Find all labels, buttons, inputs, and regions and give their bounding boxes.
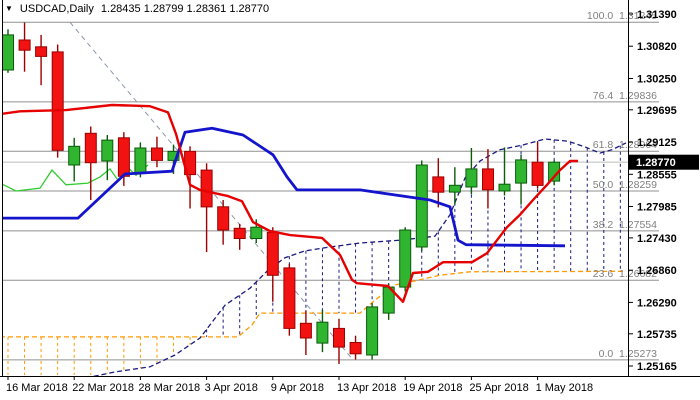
candle-24-apr <box>448 167 461 205</box>
candle-29-mar <box>151 136 163 168</box>
candle-19-mar <box>18 22 31 72</box>
tenkan-sen-line <box>2 103 578 303</box>
svg-text:1.25735: 1.25735 <box>637 329 677 341</box>
current-price-tag: 1.28770 <box>629 154 699 170</box>
svg-text:1.30250: 1.30250 <box>637 74 677 86</box>
svg-text:1.26860: 1.26860 <box>637 265 677 277</box>
svg-text:1.28770: 1.28770 <box>636 157 676 169</box>
svg-text:1.27985: 1.27985 <box>637 202 677 214</box>
symbol-period-label: USDCAD,Daily <box>19 3 94 15</box>
candle-25-apr <box>465 148 478 195</box>
candle-19-apr <box>399 227 412 292</box>
candle-4-apr <box>217 200 230 245</box>
plot-border <box>0 0 700 377</box>
svg-text:1.28555: 1.28555 <box>637 169 677 181</box>
svg-text:50.0 1.28259: 50.0 1.28259 <box>593 179 657 191</box>
svg-text:9 Apr 2018: 9 Apr 2018 <box>271 382 324 394</box>
chart-title: ▼ USDCAD,Daily 1.28435 1.28799 1.28361 1… <box>5 3 269 15</box>
candle-12-apr <box>316 309 329 353</box>
svg-text:22 Mar 2018: 22 Mar 2018 <box>72 382 134 394</box>
candle-10-apr <box>283 263 296 336</box>
candle-23-mar <box>84 126 97 200</box>
svg-text:1 May 2018: 1 May 2018 <box>536 382 593 394</box>
candle-23-apr <box>432 158 445 208</box>
kijun-sen-line <box>2 126 566 248</box>
svg-text:1.30820: 1.30820 <box>637 41 677 53</box>
candle-5-apr <box>233 223 246 250</box>
symbol-dropdown-icon[interactable]: ▼ <box>5 4 13 13</box>
svg-text:1.29695: 1.29695 <box>637 105 677 117</box>
svg-text:1.27430: 1.27430 <box>637 233 677 245</box>
svg-text:25 Apr 2018: 25 Apr 2018 <box>469 382 528 394</box>
candle-22-mar <box>68 137 81 182</box>
svg-text:38.2 1.27554: 38.2 1.27554 <box>593 219 657 231</box>
candle-16-apr <box>349 335 362 360</box>
senkou-span-a-line <box>92 138 627 376</box>
candle-21-mar <box>51 44 64 158</box>
svg-text:1.31390: 1.31390 <box>637 9 677 21</box>
candle-20-mar <box>35 34 48 86</box>
svg-text:0.0 1.25273: 0.0 1.25273 <box>599 348 658 360</box>
fibonacci-labels: 100.0 1.31245 76.4 1.29836 61.8 1.28964 50.… <box>587 10 657 360</box>
svg-text:1.26290: 1.26290 <box>637 297 677 309</box>
ohlc-readout: 1.28435 1.28799 1.28361 1.28770 <box>100 3 270 15</box>
svg-text:1.25165: 1.25165 <box>637 361 677 373</box>
candle-26-apr <box>482 149 494 209</box>
candle-20-apr <box>415 160 428 251</box>
svg-text:28 Mar 2018: 28 Mar 2018 <box>138 382 200 394</box>
svg-text:23.6 1.26682: 23.6 1.26682 <box>593 268 657 280</box>
candle-30-apr <box>515 154 528 205</box>
candle-11-apr <box>299 310 312 355</box>
svg-text:100.0 1.31245: 100.0 1.31245 <box>587 10 657 22</box>
candle-1-may <box>531 141 544 189</box>
svg-text:61.8 1.28964: 61.8 1.28964 <box>593 139 657 151</box>
candle-13-apr <box>333 318 345 364</box>
svg-text:1.29125: 1.29125 <box>637 137 677 149</box>
candle-3-apr <box>200 163 213 253</box>
svg-text:76.4 1.29836: 76.4 1.29836 <box>593 90 657 102</box>
price-axis[interactable]: 1.31390 1.30820 1.30250 1.29695 1.29125 1.285… <box>628 9 699 373</box>
svg-text:3 Apr 2018: 3 Apr 2018 <box>205 382 258 394</box>
candles-layer <box>2 22 561 364</box>
svg-text:16 Mar 2018: 16 Mar 2018 <box>6 382 68 394</box>
candle-17-apr <box>366 303 379 360</box>
svg-text:13 Apr 2018: 13 Apr 2018 <box>337 382 396 394</box>
candle-26-mar <box>101 135 114 181</box>
candle-16-mar <box>2 29 14 73</box>
senkou-span-b-line <box>2 270 627 338</box>
candle-27-apr <box>498 147 511 196</box>
time-axis[interactable]: 16 Mar 2018 22 Mar 2018 28 Mar 2018 3 Apr 2… <box>6 376 593 394</box>
svg-text:19 Apr 2018: 19 Apr 2018 <box>403 382 462 394</box>
